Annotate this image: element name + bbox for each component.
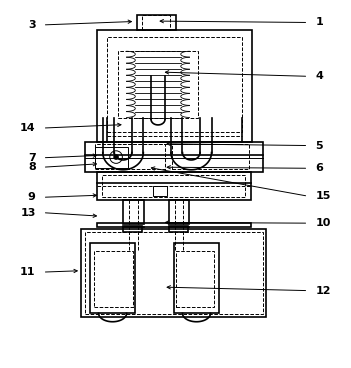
Text: 13: 13 <box>20 208 36 217</box>
Text: 5: 5 <box>315 141 323 151</box>
Text: 6: 6 <box>315 163 323 173</box>
Text: 3: 3 <box>28 20 36 30</box>
Bar <box>172 145 249 169</box>
Bar <box>95 146 128 167</box>
Text: 1: 1 <box>315 17 323 28</box>
Bar <box>174 244 219 314</box>
Bar <box>90 244 135 314</box>
Bar <box>97 223 251 227</box>
Bar <box>123 200 144 224</box>
Bar <box>168 226 188 232</box>
Bar <box>97 172 251 200</box>
Bar <box>94 251 133 307</box>
Text: 7: 7 <box>28 153 36 163</box>
Bar <box>123 226 142 232</box>
Bar <box>142 15 170 30</box>
Text: 12: 12 <box>315 286 331 296</box>
Bar <box>81 230 266 317</box>
Bar <box>85 142 263 172</box>
Bar <box>85 232 263 314</box>
Bar <box>137 15 176 30</box>
Text: 14: 14 <box>20 123 36 133</box>
Bar <box>97 30 252 142</box>
Text: 8: 8 <box>28 162 36 172</box>
Text: 15: 15 <box>315 191 331 201</box>
Bar <box>107 37 242 131</box>
Text: 4: 4 <box>315 71 323 81</box>
Bar <box>176 251 214 307</box>
Bar <box>168 200 190 224</box>
Text: 11: 11 <box>20 267 36 277</box>
Circle shape <box>114 155 118 159</box>
Bar <box>95 145 165 169</box>
Bar <box>153 187 167 196</box>
Bar <box>102 174 245 197</box>
Bar <box>118 51 198 117</box>
Text: 9: 9 <box>28 192 36 202</box>
Text: 10: 10 <box>315 218 331 228</box>
